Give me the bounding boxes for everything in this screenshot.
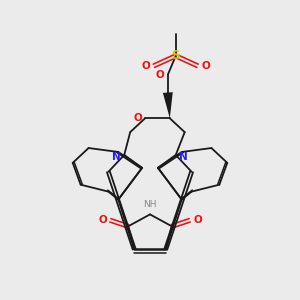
Text: O: O [201,61,210,71]
Text: N: N [179,152,188,162]
Text: S: S [172,50,180,62]
Text: N: N [112,152,121,162]
Text: O: O [193,215,202,225]
Polygon shape [163,92,173,118]
Text: O: O [134,113,142,123]
Text: O: O [155,70,164,80]
Text: NH: NH [143,200,157,209]
Text: O: O [98,215,107,225]
Text: O: O [142,61,150,71]
